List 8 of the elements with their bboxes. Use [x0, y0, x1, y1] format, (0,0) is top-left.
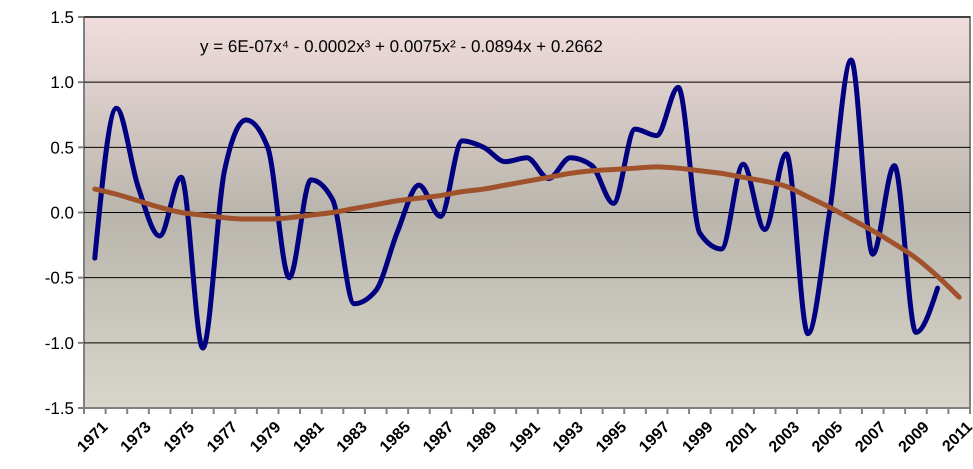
y-tick-label: 1.5: [50, 8, 74, 27]
y-tick-label: -1.0: [44, 334, 74, 353]
y-tick-label: 0.0: [50, 203, 74, 222]
annotation: y = 6E-07x⁴ - 0.0002x³ + 0.0075x² - 0.0894x + 0.2662: [200, 37, 603, 56]
y-tick-label: -1.5: [44, 398, 74, 418]
y-tick-label: 0.5: [50, 138, 74, 158]
y-tick-label: 1.0: [50, 73, 74, 92]
y-tick-label: -0.5: [44, 268, 74, 288]
